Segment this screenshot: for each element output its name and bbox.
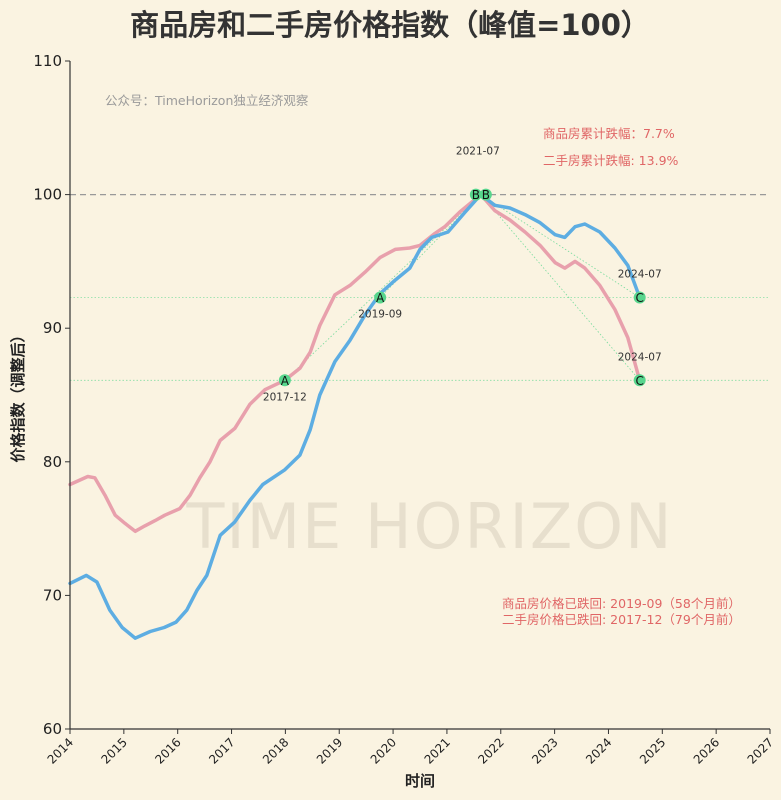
x-tick-label: 2016 — [152, 735, 183, 766]
y-tick-label: 90 — [43, 319, 62, 337]
x-tick-label: 2025 — [637, 735, 668, 766]
chart-title: 商品房和二手房价格指数（峰值=100） — [130, 8, 650, 42]
x-tick-label: 2022 — [475, 735, 506, 766]
y-tick-label: 70 — [43, 586, 62, 604]
x-tick-label: 2023 — [529, 735, 560, 766]
drop-new-annotation: 商品房累计跌幅：7.7% — [543, 126, 675, 141]
x-tick-label: 2021 — [422, 735, 453, 766]
marker-label: C — [635, 291, 643, 305]
marker-point — [633, 374, 646, 387]
marker-date: 2024-07 — [618, 268, 662, 280]
x-tick-label: 2027 — [745, 735, 776, 766]
x-axis-label: 时间 — [405, 772, 435, 790]
y-tick-label: 80 — [43, 453, 62, 471]
marker-date: 2021-07 — [456, 146, 500, 158]
series-line-second-hand-homes — [68, 192, 642, 534]
marker-label: B — [472, 188, 480, 202]
revert-second-annotation: 二手房价格已跌回: 2017-12（79个月前） — [502, 612, 741, 627]
connector-line — [480, 194, 640, 381]
marker-date: 2017-12 — [263, 391, 307, 403]
x-tick-label: 2018 — [260, 735, 291, 766]
revert-new-annotation: 商品房价格已跌回: 2019-09（58个月前） — [502, 596, 741, 611]
marker-date: 2019-09 — [358, 308, 402, 320]
y-axis-label: 价格指数（调整后） — [9, 327, 27, 462]
marker-point — [374, 291, 387, 304]
x-tick-label: 2017 — [206, 735, 237, 766]
y-tick-label: 60 — [43, 720, 62, 738]
watermark: TIME HORIZON — [186, 490, 674, 563]
source-note: 公众号：TimeHorizon独立经济观察 — [105, 93, 309, 108]
y-tick-label: 100 — [33, 186, 62, 204]
x-tick-label: 2020 — [368, 735, 399, 766]
series-line-new-homes — [68, 192, 642, 640]
y-tick-label: 110 — [33, 52, 62, 70]
x-tick-label: 2014 — [45, 735, 76, 766]
marker-label: C — [635, 374, 643, 388]
marker-point — [479, 188, 492, 201]
marker-label: B — [482, 188, 490, 202]
x-tick-label: 2015 — [98, 735, 129, 766]
x-tick-label: 2024 — [583, 735, 614, 766]
marker-label: A — [281, 374, 290, 388]
connector-line — [480, 194, 640, 298]
marker-date: 2024-07 — [618, 351, 662, 363]
marker-point — [633, 291, 646, 304]
marker-point — [469, 188, 482, 201]
marker-label: A — [376, 291, 385, 305]
marker-point — [278, 374, 291, 387]
x-tick-label: 2026 — [691, 735, 722, 766]
drop-second-annotation: 二手房累计跌幅: 13.9% — [543, 153, 679, 168]
x-tick-label: 2019 — [314, 735, 345, 766]
